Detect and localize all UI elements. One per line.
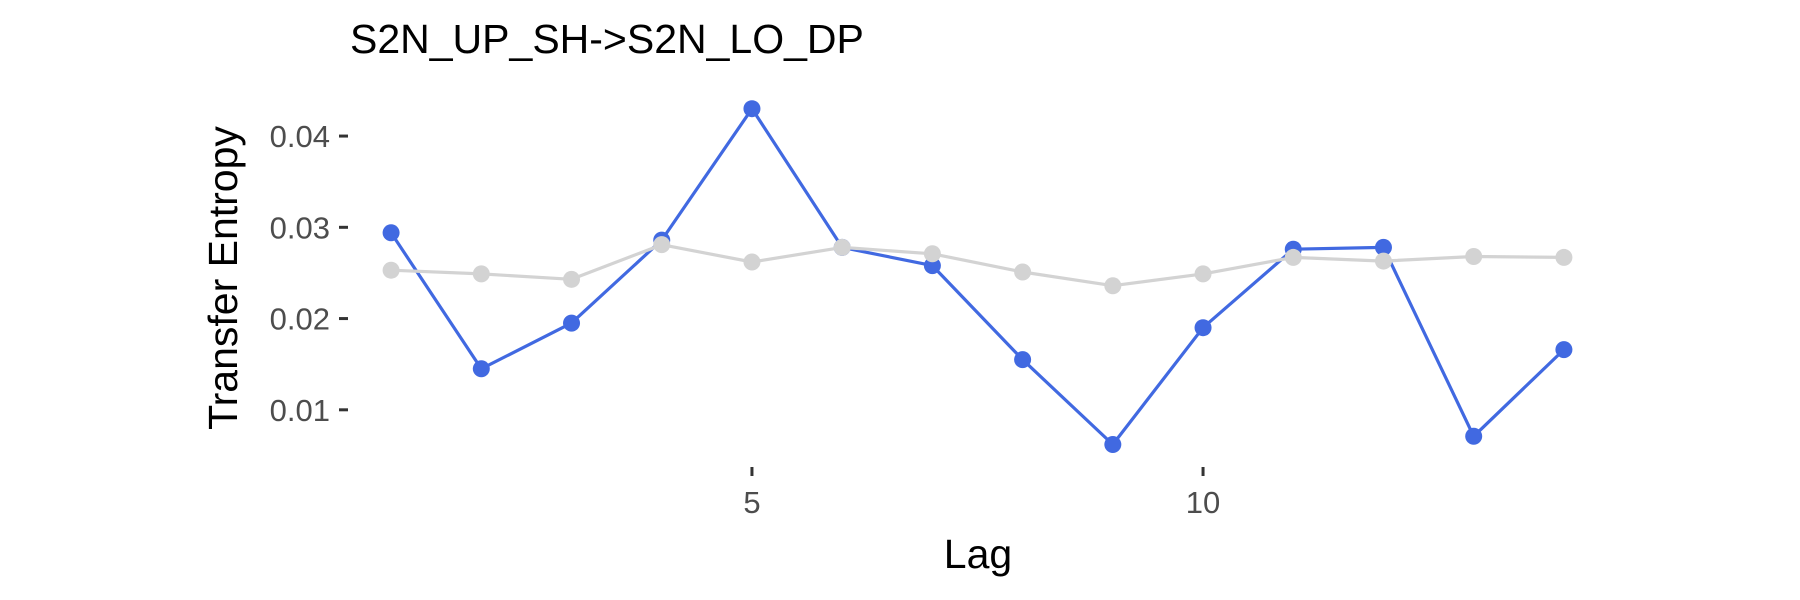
series-2 <box>382 236 1573 295</box>
series-1-point <box>923 257 941 275</box>
series-1-point <box>1104 435 1122 453</box>
series-1-point <box>382 224 400 242</box>
series-2-point <box>1014 263 1032 281</box>
series-2-point <box>382 261 400 279</box>
y-tick-label: 0.02 <box>270 302 330 337</box>
y-axis-title: Transfer Entropy <box>200 126 246 430</box>
x-tick-label: 10 <box>1186 485 1220 520</box>
y-axis: 0.01 0.02 0.03 0.04 <box>270 119 348 428</box>
x-axis: 5 10 <box>743 467 1220 520</box>
series-2-point <box>1194 265 1212 283</box>
plot-area <box>382 100 1573 453</box>
y-tick-label: 0.03 <box>270 210 330 245</box>
series-1-line <box>389 107 1566 447</box>
series-2-point <box>653 236 671 254</box>
y-tick-label: 0.01 <box>270 393 330 428</box>
series-1-point <box>1555 341 1573 359</box>
x-tick-label: 5 <box>743 485 760 520</box>
series-2-point <box>923 245 941 263</box>
series-1-point <box>1465 427 1483 445</box>
chart-title: S2N_UP_SH->S2N_LO_DP <box>350 16 864 62</box>
series-1-point <box>563 314 581 332</box>
series-2-point <box>1465 248 1483 266</box>
series-2-point <box>563 270 581 288</box>
series-2-point <box>1104 277 1122 295</box>
series-1-point <box>743 100 761 118</box>
series-2-point <box>833 238 851 256</box>
series-1 <box>382 100 1573 453</box>
series-2-line <box>389 243 1566 288</box>
series-2-point <box>472 265 490 283</box>
series-2-point <box>743 253 761 271</box>
series-1-point <box>1374 238 1392 256</box>
series-1-point <box>1014 351 1032 369</box>
y-tick-label: 0.04 <box>270 119 330 154</box>
series-1-point <box>472 360 490 378</box>
series-2-point <box>1284 248 1302 266</box>
series-1-point <box>1194 319 1212 337</box>
x-axis-title: Lag <box>944 531 1012 577</box>
series-2-point <box>1374 252 1392 270</box>
series-2-point <box>1555 248 1573 266</box>
